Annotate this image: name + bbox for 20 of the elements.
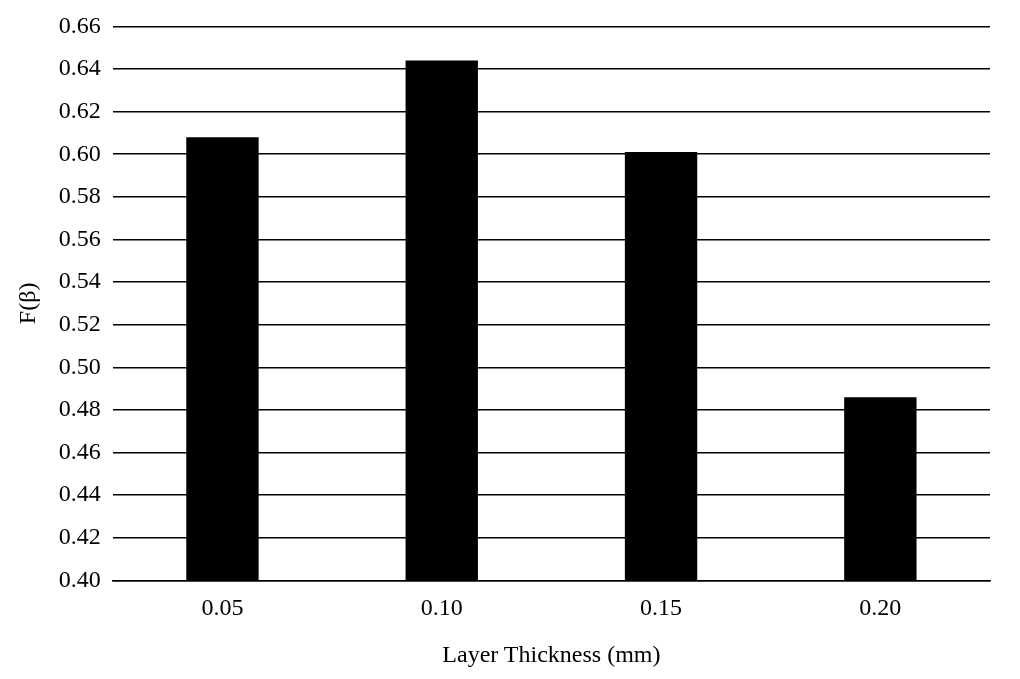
y-tick-label: 0.52	[58, 310, 101, 336]
y-tick-label: 0.60	[58, 139, 101, 166]
x-tick-label: 0.10	[420, 594, 463, 621]
y-tick-label: 0.50	[58, 352, 101, 379]
y-tick-label: 0.62	[58, 96, 101, 123]
x-tick-label: 0.15	[640, 594, 683, 621]
y-tick-label: 0.48	[58, 395, 101, 422]
x-axis-title: Layer Thickness (mm)	[442, 640, 661, 667]
y-tick-label: 0.64	[58, 54, 101, 81]
y-tick-label: 0.44	[58, 480, 101, 507]
y-tick-label: 0.56	[58, 224, 101, 251]
y-axis-title: F(β)	[13, 282, 40, 325]
y-tick-label: 0.46	[58, 437, 101, 464]
y-tick-label: 0.54	[58, 267, 101, 294]
y-tick-label: 0.40	[58, 565, 101, 592]
y-tick-label: 0.66	[58, 11, 101, 38]
x-tick-label: 0.20	[859, 594, 902, 621]
y-tick-label: 0.58	[58, 182, 101, 209]
y-tick-label: 0.42	[58, 523, 101, 550]
x-tick-label: 0.05	[201, 594, 244, 621]
